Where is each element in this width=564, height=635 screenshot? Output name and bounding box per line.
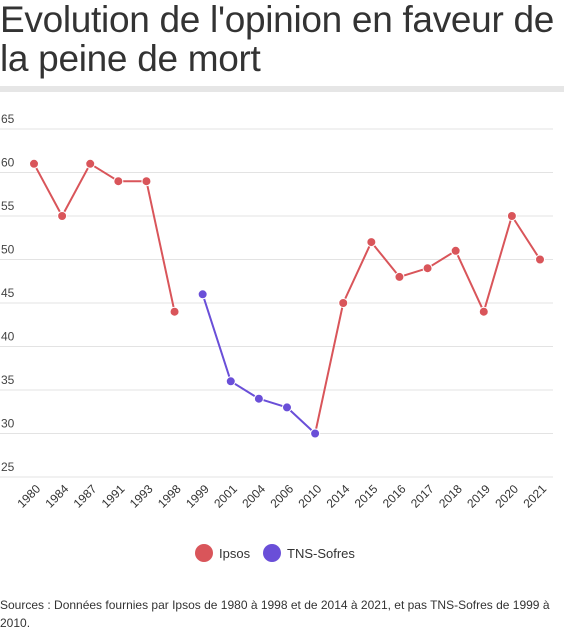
data-point [506,211,517,221]
x-tick-label: 2017 [408,482,437,511]
x-tick-label: 1980 [14,482,43,511]
y-axis-ticks: 25 30 35 40 45 50 55 60 65 [1,112,15,474]
y-tick-label: 40 [1,330,15,344]
title-divider [0,86,564,92]
data-point [57,211,68,221]
legend-label: TNS-Sofres [287,546,355,561]
y-tick-label: 25 [1,460,15,474]
data-point [282,402,292,413]
legend-swatch [195,544,213,562]
x-tick-label: 1998 [155,482,184,511]
data-point [338,298,349,308]
x-tick-label: 2010 [296,482,325,511]
x-tick-label: 2001 [211,482,240,511]
grid-lines [0,128,553,478]
y-tick-label: 30 [1,417,15,431]
x-tick-label: 2016 [380,482,409,511]
x-tick-label: 1999 [183,482,212,511]
series-lines [33,162,541,435]
x-tick-label: 1991 [99,482,128,511]
y-tick-label: 65 [1,112,15,126]
chart-legend: Ipsos TNS-Sofres [195,544,355,562]
series-points [29,158,545,439]
x-tick-label: 2004 [239,482,268,511]
chart-title: Evolution de l'opinion en faveur de la p… [0,0,555,79]
data-point [113,176,124,187]
legend-label: Ipsos [219,546,251,561]
data-point [141,176,152,187]
data-point [450,245,461,256]
y-tick-label: 60 [1,156,15,170]
data-point [225,376,236,387]
x-tick-label: 2006 [267,482,296,511]
legend-swatch [263,544,281,562]
data-point [169,306,180,317]
data-point [85,158,96,169]
x-axis-ticks: 1980 1984 1987 1991 1993 1998 1999 2001 2004 2006… [14,482,549,511]
data-point [29,158,39,169]
data-point [535,254,545,265]
y-tick-label: 35 [1,373,15,387]
data-point [253,393,264,404]
data-point [478,306,489,317]
data-point [366,237,377,248]
x-tick-label: 2021 [520,482,549,511]
source-note: Sources : Données fournies par Ipsos de … [0,598,550,630]
data-point [394,271,405,282]
series-line-ipsos [314,215,541,434]
data-point [197,289,208,300]
x-tick-label: 1984 [43,482,72,511]
x-tick-label: 2020 [492,482,521,511]
series-line-tns-sofres [201,293,316,435]
y-tick-label: 45 [1,286,15,300]
y-tick-label: 50 [1,243,15,257]
x-tick-label: 1987 [71,482,100,511]
x-tick-label: 1993 [127,482,156,511]
series-line-ipsos [33,162,176,312]
x-tick-label: 2018 [436,482,465,511]
y-tick-label: 55 [1,199,15,213]
x-tick-label: 2015 [352,482,381,511]
data-point [310,428,321,439]
x-tick-label: 2019 [464,482,493,511]
data-point [422,263,433,274]
x-tick-label: 2014 [324,482,353,511]
